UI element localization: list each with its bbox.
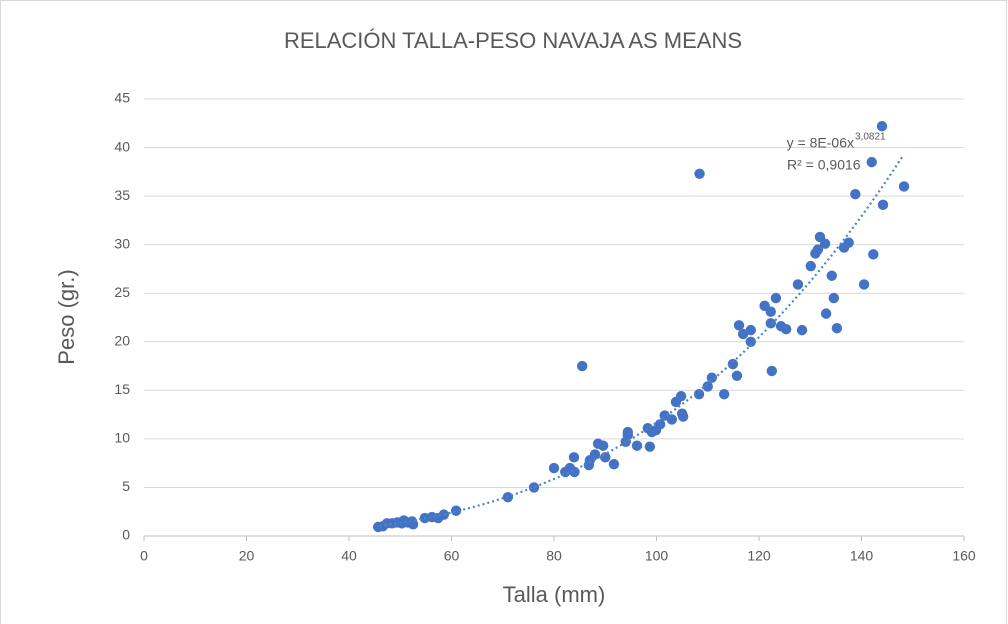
y-tick-label: 10 bbox=[114, 430, 130, 446]
point bbox=[805, 260, 816, 272]
point bbox=[780, 323, 792, 335]
point bbox=[706, 372, 718, 383]
trendline-equation: y = 8E-06x bbox=[787, 135, 854, 151]
point bbox=[876, 120, 888, 132]
point bbox=[843, 237, 854, 248]
y-tick-label: 20 bbox=[114, 332, 130, 348]
point bbox=[831, 322, 843, 334]
point bbox=[866, 156, 877, 168]
point bbox=[727, 358, 739, 370]
point bbox=[677, 411, 689, 422]
y-tick-label: 0 bbox=[122, 527, 130, 543]
point bbox=[826, 270, 837, 281]
y-tick-label: 30 bbox=[114, 235, 130, 251]
point bbox=[450, 505, 462, 516]
point bbox=[812, 244, 824, 255]
point bbox=[598, 440, 609, 451]
point bbox=[731, 370, 743, 381]
trendline-equation-exponent: 3,0821 bbox=[855, 132, 886, 143]
point bbox=[622, 429, 633, 441]
x-tick-label: 120 bbox=[747, 548, 771, 564]
point bbox=[693, 389, 705, 400]
point bbox=[576, 360, 588, 372]
point bbox=[868, 249, 879, 260]
point bbox=[737, 328, 749, 340]
point bbox=[828, 292, 840, 304]
point bbox=[528, 482, 540, 493]
point bbox=[765, 306, 776, 317]
y-tick-label: 40 bbox=[114, 138, 130, 154]
point bbox=[569, 466, 580, 478]
x-tick-label: 40 bbox=[341, 548, 357, 564]
trendline-r-squared: R² = 0,9016 bbox=[787, 157, 861, 173]
point bbox=[796, 324, 808, 336]
point bbox=[644, 441, 656, 452]
point bbox=[850, 188, 861, 200]
x-tick-label: 80 bbox=[546, 548, 562, 564]
y-axis-label: Peso (gr.) bbox=[54, 269, 79, 364]
x-tick-label: 100 bbox=[645, 548, 669, 564]
point bbox=[702, 381, 713, 392]
point bbox=[745, 336, 756, 347]
y-tick-label: 25 bbox=[114, 284, 130, 300]
point bbox=[745, 324, 756, 336]
point bbox=[820, 308, 832, 319]
point bbox=[819, 238, 831, 249]
point bbox=[765, 318, 776, 329]
y-tick-label: 45 bbox=[114, 90, 130, 106]
point bbox=[898, 181, 910, 192]
x-tick-label: 20 bbox=[239, 548, 255, 564]
chart-title: RELACIÓN TALLA-PESO NAVAJA AS MEANS bbox=[284, 28, 742, 53]
y-tick-label: 35 bbox=[114, 187, 130, 203]
point bbox=[568, 452, 580, 463]
point bbox=[608, 458, 620, 470]
x-tick-label: 140 bbox=[850, 548, 874, 564]
point bbox=[631, 440, 643, 451]
y-tick-label: 5 bbox=[122, 478, 130, 494]
point bbox=[792, 279, 804, 290]
point bbox=[548, 462, 560, 474]
point bbox=[766, 365, 778, 377]
point bbox=[858, 279, 870, 290]
point bbox=[770, 292, 782, 304]
trendline bbox=[379, 155, 904, 527]
point bbox=[694, 168, 705, 179]
x-tick-label: 60 bbox=[444, 548, 460, 564]
point bbox=[589, 449, 601, 460]
x-tick-label: 160 bbox=[952, 548, 976, 564]
point bbox=[666, 414, 678, 425]
point bbox=[733, 320, 745, 331]
x-tick-label: 0 bbox=[140, 548, 148, 564]
point bbox=[675, 390, 687, 402]
point bbox=[718, 389, 730, 400]
y-tick-label: 15 bbox=[114, 381, 130, 397]
point bbox=[877, 199, 889, 211]
x-axis-label: Talla (mm) bbox=[503, 582, 606, 607]
point bbox=[654, 419, 666, 430]
point bbox=[600, 452, 611, 463]
